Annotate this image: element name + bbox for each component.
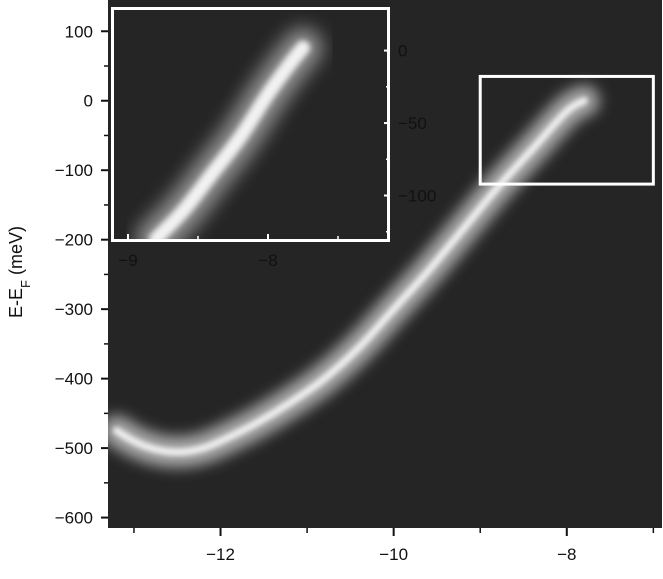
main-y-tick-label: −400: [55, 370, 93, 389]
main-x-axis: −12 −10 −8: [133, 528, 655, 564]
inset-band: [136, 27, 323, 239]
main-y-tick-label: −200: [55, 231, 93, 250]
main-y-tick-label: 100: [65, 22, 93, 41]
main-x-tick-label: −12: [206, 545, 235, 564]
y-axis-title-sub: F: [18, 280, 33, 288]
inset-y-tick-label: 0: [398, 42, 407, 61]
y-axis-title: E-EF (meV): [6, 226, 33, 318]
inset-x-tick-label: −9: [118, 251, 137, 270]
inset-y-tick-label: −100: [398, 187, 436, 206]
main-y-tick-label: −100: [55, 161, 93, 180]
main-y-tick-label: −500: [55, 439, 93, 458]
main-y-axis: 100 0 −100 −200 −300 −400 −500 −600: [55, 22, 108, 528]
inset-x-axis: −9 −8: [118, 234, 339, 270]
main-y-tick-label: −600: [55, 509, 93, 528]
main-y-tick-label: 0: [84, 92, 93, 111]
inset-y-tick-label: −50: [398, 114, 427, 133]
main-y-tick-label: −300: [55, 300, 93, 319]
y-axis-title-main: E-E: [6, 288, 26, 318]
y-axis-title-unit: (meV): [6, 226, 26, 280]
main-x-tick-label: −10: [379, 545, 408, 564]
inset-border: [111, 7, 390, 242]
inset-band-core: [149, 40, 310, 239]
highlight-box: [478, 74, 655, 186]
main-x-tick-label: −8: [557, 545, 576, 564]
inset-x-tick-label: −8: [258, 251, 277, 270]
inset-y-axis: 0 −50 −100: [384, 42, 436, 233]
